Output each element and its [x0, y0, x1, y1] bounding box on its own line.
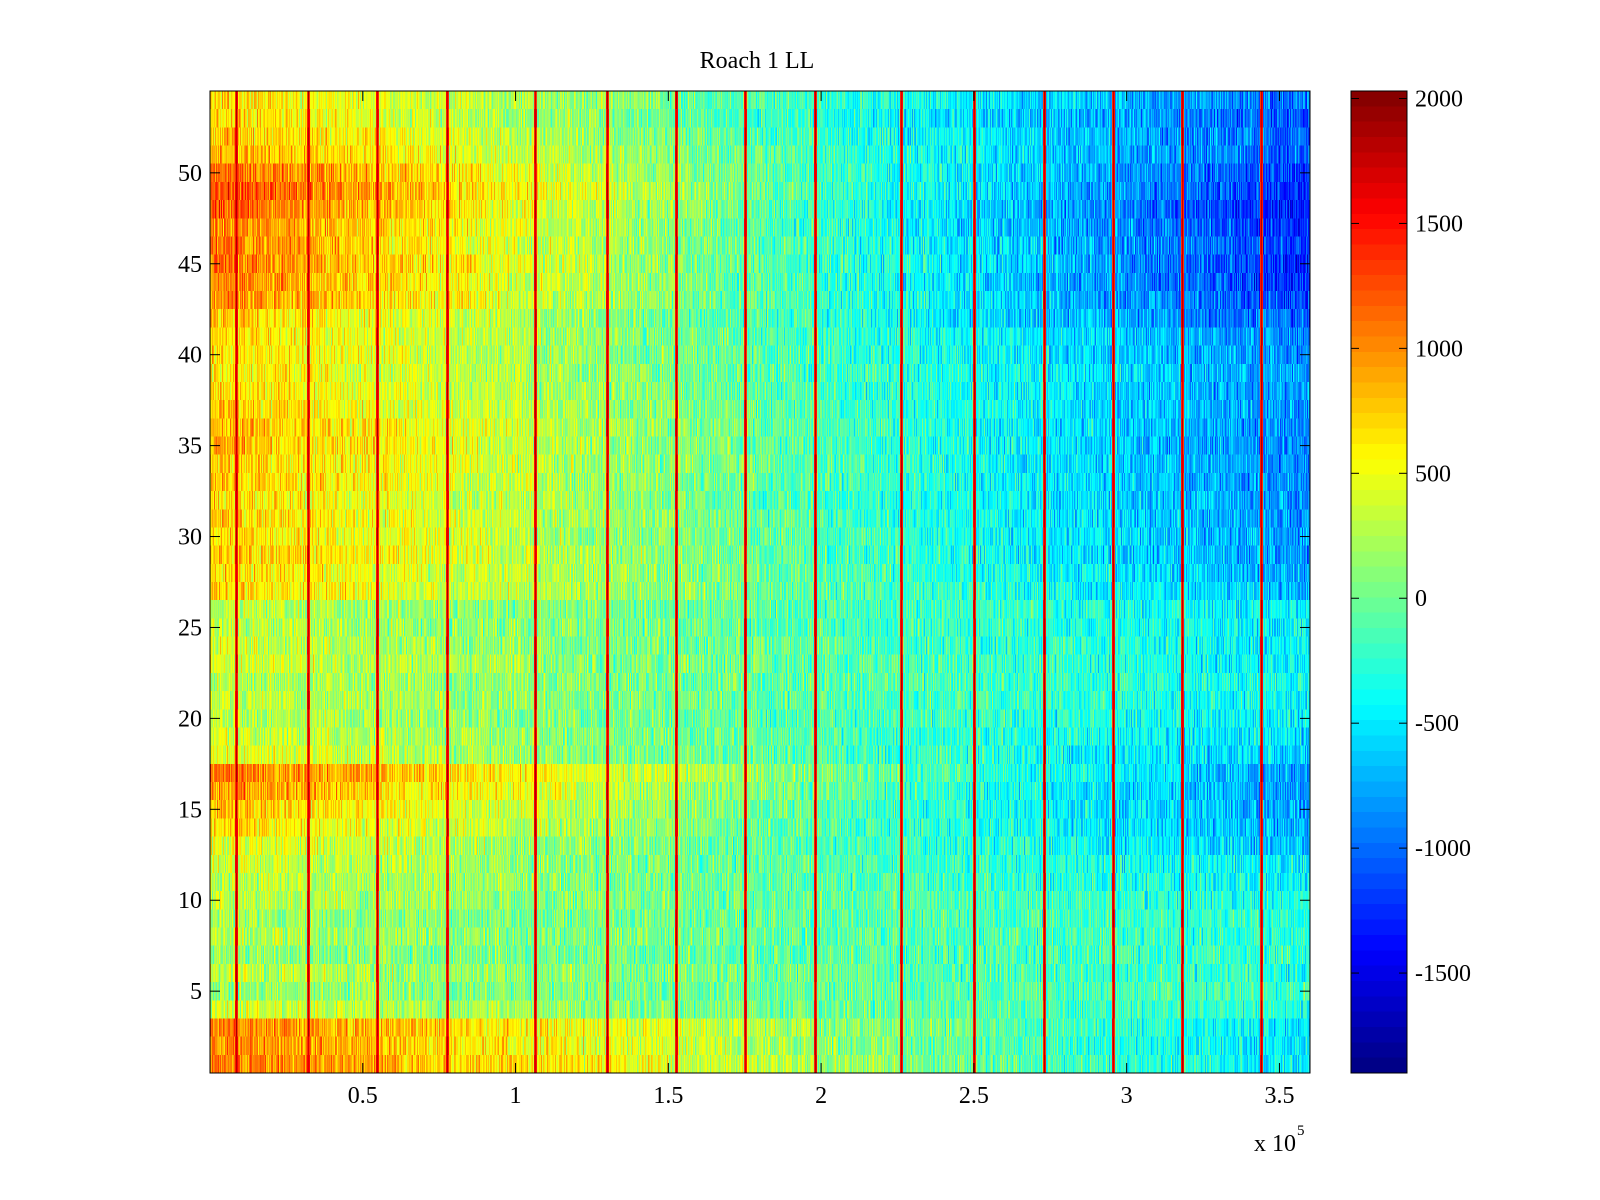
x-tick-label: 2	[815, 1083, 827, 1109]
colorbar-tick-label: 0	[1415, 586, 1427, 612]
x-axis-ticks: 0.5 1 1.5 2 2.5 3 3.5	[348, 91, 1294, 1109]
y-tick-label: 20	[178, 706, 202, 732]
plot-frame	[209, 90, 1311, 1074]
y-tick-label: 30	[178, 525, 202, 551]
y-tick-label: 15	[178, 797, 202, 823]
x-tick-label: 3	[1121, 1083, 1133, 1109]
colorbar-tick-label: 500	[1415, 461, 1451, 487]
colorbar-tick-label: 1000	[1415, 336, 1463, 362]
colorbar-tick-label: -1000	[1415, 836, 1471, 862]
colorbar-tick-label: -1500	[1415, 961, 1471, 987]
colorbar-tick-label: 2000	[1415, 86, 1463, 112]
colorbar-frame	[1350, 90, 1408, 1074]
colorbar-tick-label: -500	[1415, 711, 1459, 737]
y-tick-label: 50	[178, 161, 202, 187]
x-tick-label: 2.5	[959, 1083, 989, 1109]
y-tick-label: 5	[190, 979, 202, 1005]
x-axis-multiplier: x 10 5	[1254, 1123, 1305, 1157]
x-multiplier-base: x 10	[1254, 1131, 1296, 1157]
heatmap-image	[210, 91, 1310, 1073]
x-tick-label: 3.5	[1264, 1083, 1294, 1109]
y-tick-label: 40	[178, 343, 202, 369]
y-tick-label: 35	[178, 434, 202, 460]
y-tick-label: 10	[178, 888, 202, 914]
colorbar-gradient	[1351, 91, 1407, 1073]
y-axis-ticks: 5 10 15 20 25 30 35 40 45 50	[178, 161, 1310, 1005]
y-tick-label: 45	[178, 252, 202, 278]
chart-title: Roach 1 LL	[700, 48, 815, 74]
x-tick-label: 1	[510, 1083, 522, 1109]
colorbar-tick-label: 1500	[1415, 211, 1463, 237]
x-tick-label: 0.5	[348, 1083, 378, 1109]
colorbar-ticks: 2000 1500 1000 500 0 -500 -1000 -1500	[1351, 86, 1471, 987]
x-tick-label: 1.5	[653, 1083, 683, 1109]
x-multiplier-exponent: 5	[1297, 1123, 1305, 1139]
y-tick-label: 25	[178, 615, 202, 641]
